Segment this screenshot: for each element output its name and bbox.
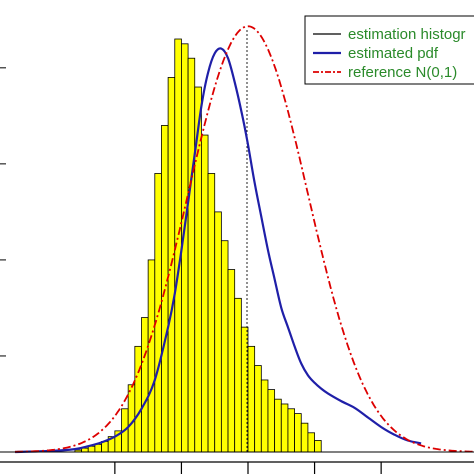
histogram-bar <box>94 443 102 453</box>
histogram-bar <box>207 173 216 453</box>
histogram-bar <box>220 240 229 453</box>
histogram-bar <box>294 413 302 453</box>
y-axis-ticks <box>0 67 6 357</box>
estimated-pdf-line <box>14 47 422 454</box>
histogram-bar <box>154 173 162 453</box>
histogram-bar <box>280 403 289 453</box>
histogram-bar <box>247 345 256 453</box>
legend-label-histogram: estimation histogr <box>348 26 466 43</box>
legend-label-pdf: estimated pdf <box>348 45 439 62</box>
histogram-bar <box>187 57 196 453</box>
histogram-bar <box>134 345 142 453</box>
legend-label-reference: reference N(0,1) <box>348 64 457 81</box>
histogram-bar <box>307 432 315 453</box>
histogram-bar <box>200 134 209 453</box>
legend: estimation histogr estimated pdf referen… <box>304 15 474 85</box>
histogram-bar <box>227 269 236 453</box>
histogram-bar <box>87 445 96 453</box>
histogram-bar <box>214 211 222 453</box>
histogram-bar <box>287 408 296 453</box>
histogram-bar <box>254 365 262 453</box>
histogram-bar <box>240 326 249 453</box>
histogram-bar <box>141 317 149 453</box>
histogram-bar <box>314 440 322 453</box>
histogram-bar <box>274 398 282 453</box>
histogram-bar <box>161 125 169 453</box>
reference-normal-line <box>15 25 474 453</box>
histogram-bar <box>127 384 136 453</box>
histogram-bar <box>267 389 276 453</box>
histogram-bar <box>234 297 242 453</box>
x-axis <box>0 461 474 474</box>
histogram-bar <box>300 422 309 453</box>
histogram-bar <box>260 379 269 453</box>
histogram-bars <box>74 38 322 453</box>
histogram-bar <box>147 259 156 453</box>
